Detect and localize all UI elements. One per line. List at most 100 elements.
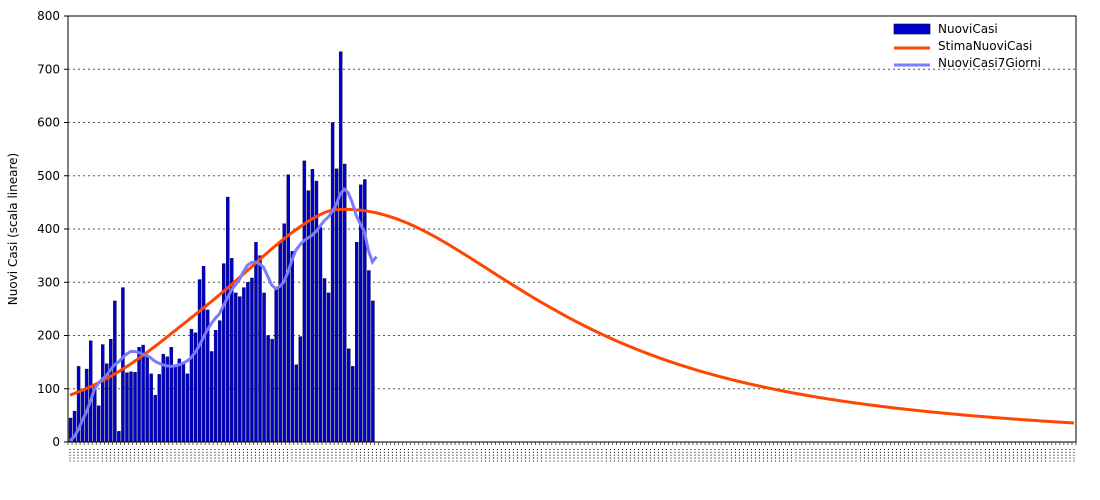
y-axis-label: Nuovi Casi (scala lineare)	[6, 153, 20, 305]
bar	[262, 292, 266, 443]
x-tick-label: ·····	[635, 448, 645, 462]
x-tick-label: ·····	[167, 448, 177, 462]
bar	[318, 227, 323, 443]
bar	[326, 292, 331, 443]
bar	[347, 348, 351, 443]
bar	[181, 363, 186, 443]
x-tick-label: ·····	[284, 448, 294, 462]
x-tick-label: ·····	[671, 448, 681, 462]
x-tick-label: ·····	[550, 448, 560, 462]
bar	[342, 163, 347, 443]
x-tick-label: ·····	[1001, 448, 1011, 462]
x-tick-label: ·····	[135, 448, 145, 462]
x-tick-label: ·····	[647, 448, 657, 462]
x-tick-label: ·····	[792, 448, 802, 462]
x-tick-label: ·····	[179, 448, 189, 462]
x-tick-label: ·····	[768, 448, 778, 462]
bar	[185, 373, 190, 443]
x-tick-label: ·····	[139, 448, 149, 462]
x-tick-label: ·····	[937, 448, 947, 462]
x-tick-label: ·····	[1014, 448, 1024, 462]
bar	[149, 373, 153, 443]
bar	[310, 169, 315, 443]
x-tick-label: ·····	[477, 448, 487, 462]
bar	[141, 344, 145, 443]
x-tick-label: ·····	[663, 448, 673, 462]
x-tick-label: ·····	[147, 448, 157, 462]
x-tick-label: ·····	[905, 448, 915, 462]
y-tick-labels: 0 100 200 300 400 500 600 700 800	[37, 9, 60, 449]
line-stimanuovicasi	[69, 207, 1075, 425]
x-tick-label: ·····	[860, 448, 870, 462]
x-tick-label: ·····	[764, 448, 774, 462]
x-tick-label: ·····	[993, 448, 1003, 462]
x-tick-label: ·····	[788, 448, 798, 462]
x-tick-label: ·····	[703, 448, 713, 462]
x-tick-label: ·····	[1030, 448, 1040, 462]
x-tick-label: ·····	[393, 448, 403, 462]
x-tick-label: ·····	[78, 448, 88, 462]
x-tick-label: ·····	[945, 448, 955, 462]
x-tick-label: ·····	[461, 448, 471, 462]
x-tick-label: ·····	[1022, 448, 1032, 462]
x-tick-label: ·····	[973, 448, 983, 462]
x-tick-label: ·····	[268, 448, 278, 462]
x-tick-label: ·····	[98, 448, 108, 462]
x-tick-label: ·····	[239, 448, 249, 462]
x-tick-label: ·····	[340, 448, 350, 462]
legend: NuoviCasi StimaNuoviCasi NuoviCasi7Giorni	[893, 22, 1041, 70]
x-tick-label: ·····	[969, 448, 979, 462]
x-tick-label: ·····	[582, 448, 592, 462]
x-tick-label: ·····	[106, 448, 116, 462]
x-tick-label: ·····	[429, 448, 439, 462]
x-tick-label: ·····	[1026, 448, 1036, 462]
y-tick-label: 700	[37, 62, 60, 76]
x-tick-label: ·····	[276, 448, 286, 462]
x-tick-label: ·····	[824, 448, 834, 462]
x-tick-label: ·····	[110, 448, 120, 462]
bar	[161, 353, 165, 443]
x-tick-label: ·····	[344, 448, 354, 462]
x-tick-label: ·····	[292, 448, 302, 462]
x-tick-label: ·····	[280, 448, 290, 462]
x-tick-label: ·····	[219, 448, 229, 462]
x-tick-label: ·····	[538, 448, 548, 462]
x-tick-label: ·····	[893, 448, 903, 462]
x-tick-label: ·····	[719, 448, 729, 462]
x-tick-label: ·····	[348, 448, 358, 462]
x-tick-label: ·····	[82, 448, 92, 462]
x-tick-label: ·····	[364, 448, 374, 462]
x-tick-label: ·····	[465, 448, 475, 462]
x-tick-label: ·····	[784, 448, 794, 462]
x-tick-label: ·····	[256, 448, 266, 462]
x-tick-label: ·····	[949, 448, 959, 462]
x-tick-label: ·····	[227, 448, 237, 462]
line-series	[68, 186, 1075, 442]
bar	[217, 320, 222, 443]
x-tick-label: ·····	[70, 448, 80, 462]
x-tick-label: ·····	[1058, 448, 1068, 462]
x-tick-label: ·····	[739, 448, 749, 462]
bar	[145, 356, 149, 443]
x-tick-label: ·····	[191, 448, 201, 462]
x-tick-label: ·····	[909, 448, 919, 462]
x-tick-label: ·····	[1042, 448, 1052, 462]
x-tick-label: ·····	[683, 448, 693, 462]
x-tick-label: ·····	[808, 448, 818, 462]
x-tick-label: ·····	[917, 448, 927, 462]
x-tick-label: ·····	[86, 448, 96, 462]
x-tick-label: ·····	[260, 448, 270, 462]
x-tick-label: ·····	[880, 448, 890, 462]
x-tick-label: ·····	[207, 448, 217, 462]
x-tick-label: ·····	[780, 448, 790, 462]
x-tick-label: ·····	[816, 448, 826, 462]
x-tick-label: ·····	[925, 448, 935, 462]
x-tick-label: ·····	[231, 448, 241, 462]
x-tick-label: ·····	[296, 448, 306, 462]
x-tick-label: ·····	[864, 448, 874, 462]
x-tick-label: ·····	[695, 448, 705, 462]
x-tick-label: ·····	[522, 448, 532, 462]
x-tick-label: ·····	[381, 448, 391, 462]
x-tick-label: ·····	[102, 448, 112, 462]
